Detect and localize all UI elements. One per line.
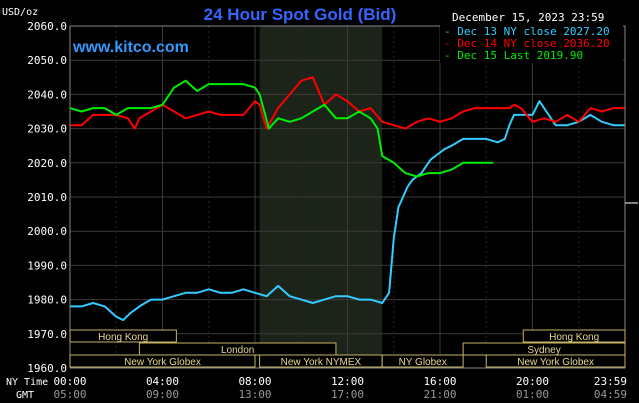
axes: 2060.0 2050.0 2040.0 2030.0 2020.0 2010.0 2000… [27, 20, 627, 401]
y-tick-label: 2050.0 [27, 54, 67, 67]
date-label: December 15, 2023 23:59 [452, 11, 604, 24]
legend-entry: - Dec 15 Last 2019.90 [444, 49, 583, 62]
chart-title: 24 Hour Spot Gold (Bid) [204, 5, 397, 24]
x-tick-label-gmt: 05:00 [53, 388, 86, 401]
y-tick-label: 1960.0 [27, 362, 67, 375]
x-tick-label-ny: 00:00 [53, 375, 86, 388]
x-tick-label-gmt: 01:00 [516, 388, 549, 401]
x-tick-label-ny: 23:59 [594, 375, 627, 388]
ny-time-row-label: NY Time [6, 377, 48, 388]
series-line-2 [70, 76, 625, 130]
session-label: New York NYMEX [281, 357, 362, 368]
x-tick-label-ny: 12:00 [331, 375, 364, 388]
y-tick-label: 1980.0 [27, 294, 67, 307]
session-label: New York Globex [124, 357, 201, 368]
watermark: www.kitco.com [72, 39, 189, 56]
y-tick-label: 2060.0 [27, 20, 67, 33]
session-label: NY Globex [399, 357, 447, 368]
y-tick-label: 2000.0 [27, 225, 67, 238]
legend-entry: - Dec 14 NY close 2036.20 [444, 37, 610, 50]
x-tick-label-ny: 04:00 [146, 375, 179, 388]
y-tick-label: 1990.0 [27, 259, 67, 272]
y-tick-label: 2030.0 [27, 123, 67, 136]
legend-box [440, 25, 623, 63]
session-bar [69, 354, 256, 368]
session-bar [485, 354, 626, 368]
x-tick-label-gmt: 04:59 [594, 388, 627, 401]
session-label: New York Globex [517, 357, 594, 368]
x-tick-label-gmt: 17:00 [331, 388, 364, 401]
series-line-1 [70, 100, 625, 322]
session-bar [522, 329, 626, 343]
session-bar [381, 354, 464, 368]
unit-label: USD/oz [2, 7, 38, 18]
y-tick-label: 2020.0 [27, 157, 67, 170]
plot-frame [69, 25, 626, 369]
session-bar [69, 329, 177, 343]
x-tick-label-ny: 16:00 [423, 375, 456, 388]
x-tick-label-gmt: 13:00 [238, 388, 271, 401]
x-tick-label-gmt: 09:00 [146, 388, 179, 401]
session-label: London [221, 345, 254, 356]
session-label: Hong Kong [549, 332, 599, 343]
x-tick-label-ny: 20:00 [516, 375, 549, 388]
x-tick-label-gmt: 21:00 [423, 388, 456, 401]
legend-entry: - Dec 13 NY close 2027.20 [444, 25, 610, 38]
session-label: Sydney [527, 345, 560, 356]
gmt-row-label: GMT [16, 390, 34, 401]
y-tick-label: 2010.0 [27, 191, 67, 204]
legend: - Dec 13 NY close 2027.20- Dec 14 NY clo… [440, 25, 623, 63]
y-tick-label: 1970.0 [27, 328, 67, 341]
y-tick-label: 2040.0 [27, 88, 67, 101]
series-line-3 [69, 79, 494, 178]
session-label: Hong Kong [98, 332, 148, 343]
x-tick-label-ny: 08:00 [238, 375, 271, 388]
